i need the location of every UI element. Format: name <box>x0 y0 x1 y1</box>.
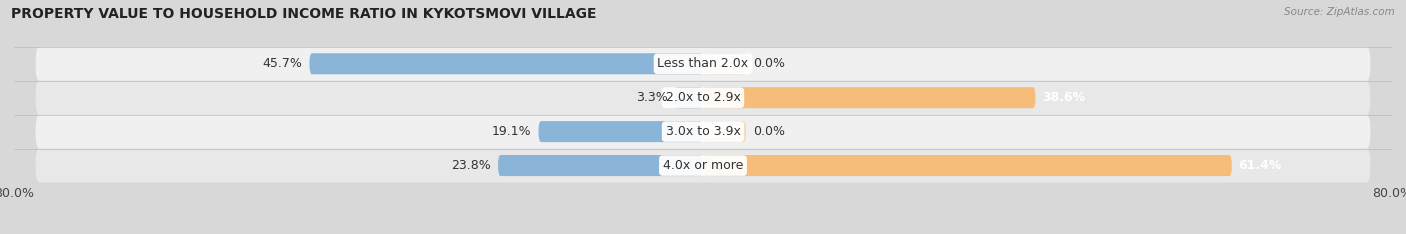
Text: Source: ZipAtlas.com: Source: ZipAtlas.com <box>1284 7 1395 17</box>
FancyBboxPatch shape <box>35 81 1371 115</box>
FancyBboxPatch shape <box>703 87 1035 108</box>
Text: 38.6%: 38.6% <box>1042 91 1085 104</box>
FancyBboxPatch shape <box>35 47 1371 81</box>
Text: 19.1%: 19.1% <box>492 125 531 138</box>
Text: 3.3%: 3.3% <box>636 91 668 104</box>
FancyBboxPatch shape <box>675 87 703 108</box>
FancyBboxPatch shape <box>35 115 1371 149</box>
FancyBboxPatch shape <box>703 53 747 74</box>
FancyBboxPatch shape <box>35 149 1371 183</box>
Text: 61.4%: 61.4% <box>1239 159 1282 172</box>
Text: 2.0x to 2.9x: 2.0x to 2.9x <box>665 91 741 104</box>
Text: 23.8%: 23.8% <box>451 159 491 172</box>
FancyBboxPatch shape <box>703 155 1232 176</box>
Text: 3.0x to 3.9x: 3.0x to 3.9x <box>665 125 741 138</box>
Text: Less than 2.0x: Less than 2.0x <box>658 57 748 70</box>
FancyBboxPatch shape <box>309 53 703 74</box>
Text: PROPERTY VALUE TO HOUSEHOLD INCOME RATIO IN KYKOTSMOVI VILLAGE: PROPERTY VALUE TO HOUSEHOLD INCOME RATIO… <box>11 7 596 21</box>
Text: 45.7%: 45.7% <box>263 57 302 70</box>
Text: 0.0%: 0.0% <box>754 125 785 138</box>
FancyBboxPatch shape <box>498 155 703 176</box>
Text: 4.0x or more: 4.0x or more <box>662 159 744 172</box>
Text: 0.0%: 0.0% <box>754 57 785 70</box>
FancyBboxPatch shape <box>538 121 703 142</box>
FancyBboxPatch shape <box>703 121 747 142</box>
